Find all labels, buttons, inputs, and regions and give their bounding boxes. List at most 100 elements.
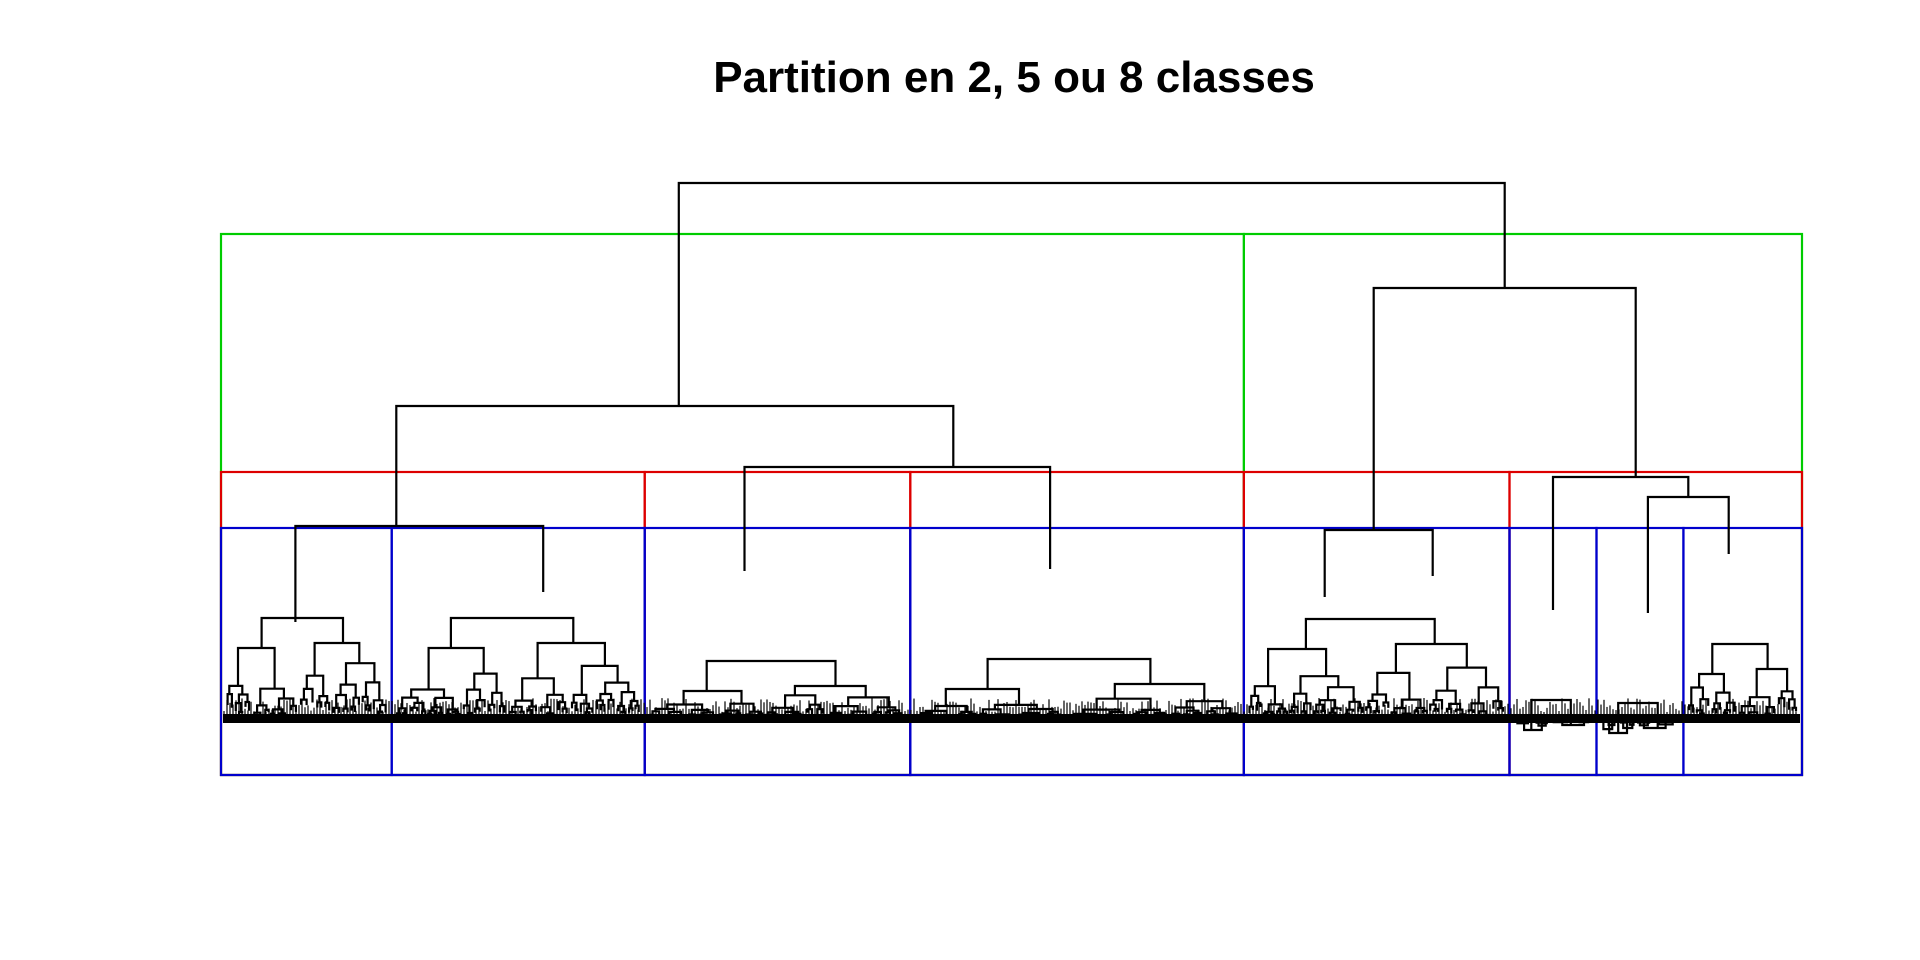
class-5-branch <box>1477 710 1488 715</box>
class-5-branch <box>1497 707 1504 712</box>
class-8-branch <box>1715 691 1731 704</box>
class-3-branch <box>666 703 704 710</box>
class-5-branch <box>1446 666 1488 691</box>
class-5-branch <box>1365 706 1372 714</box>
class-5-branch <box>1267 703 1284 712</box>
class-4-branch <box>1082 708 1121 714</box>
cluster-box-k8-1 <box>219 526 393 777</box>
class-5-branch <box>1435 689 1457 704</box>
class-2-branch <box>595 699 604 710</box>
cluster-box-k8-7 <box>1595 526 1685 777</box>
class-5-branch <box>1282 710 1288 716</box>
class-8-branch <box>1713 702 1721 710</box>
class-1-branch <box>344 662 376 685</box>
class-3-branch <box>668 710 682 716</box>
class-3-root <box>705 659 837 691</box>
class-1-branch <box>365 704 371 712</box>
class-8-branch <box>1698 672 1725 693</box>
class-1-branch <box>364 681 381 701</box>
cluster-box-k8-4 <box>909 526 1245 777</box>
class-4-root <box>986 657 1152 689</box>
class-2-branch <box>401 696 419 709</box>
class-5-branch <box>1326 686 1355 702</box>
class-2-branch <box>557 701 567 711</box>
class-2-branch <box>397 707 407 714</box>
class-5-branch <box>1371 693 1388 703</box>
merge-a1-a2 <box>395 404 955 526</box>
class-1-branch <box>236 646 276 689</box>
class-2-branch <box>604 681 630 694</box>
class-5-branch <box>1250 694 1260 707</box>
class-8-branch <box>1690 686 1704 706</box>
class-5-branch <box>1376 671 1411 700</box>
class-2-branch <box>620 691 636 706</box>
class-5-branch <box>1382 701 1390 708</box>
class-2-branch <box>536 641 606 679</box>
leaf-band <box>223 714 1800 723</box>
cluster-box-k5-1 <box>219 470 646 777</box>
class-8-branch <box>1699 698 1710 711</box>
class-4-branch <box>1113 682 1206 702</box>
class-5-branch <box>1367 699 1379 712</box>
class-5-root <box>1304 617 1436 649</box>
class-1-branch <box>302 687 314 703</box>
class-1-branch <box>352 696 360 707</box>
class-5-branch <box>1345 708 1355 714</box>
class-2-branch <box>413 701 425 712</box>
c5-split <box>1323 528 1434 597</box>
class-2-branch <box>465 688 482 706</box>
class-8-branch <box>1780 690 1794 700</box>
class-1-branch <box>226 693 233 708</box>
class-2-branch <box>410 688 446 698</box>
class-1-branch <box>305 674 325 697</box>
class-1-branch <box>361 695 369 706</box>
class-1-branch <box>228 684 244 695</box>
class-2-branch <box>570 701 578 712</box>
cluster-box-k5-4 <box>1242 470 1511 777</box>
class-8-root <box>1711 642 1769 674</box>
class-1-branch <box>316 701 323 708</box>
class-5-branch <box>1293 692 1308 707</box>
class-8-branch <box>1755 667 1789 698</box>
class-3-branch <box>816 708 824 715</box>
chart-title: Partition en 2, 5 ou 8 classes <box>713 53 1315 102</box>
class-8-branch <box>1748 696 1771 708</box>
class-1-branch <box>237 693 249 704</box>
cluster-box-k5-3 <box>909 470 1245 777</box>
class-8-branch <box>1766 706 1775 714</box>
class-1-branch <box>244 700 251 711</box>
class-3-branch <box>847 696 890 708</box>
class-2-branch <box>428 709 437 715</box>
class-2-branch <box>580 664 619 695</box>
class-5-branch <box>1253 685 1276 705</box>
class-1-branch <box>335 693 347 709</box>
class-2-branch <box>474 707 481 713</box>
root-merge <box>677 181 1506 406</box>
class-2-root <box>449 616 575 648</box>
cluster-box-k8-8 <box>1682 526 1804 777</box>
cluster-boxes <box>219 232 1804 777</box>
class-2-branch <box>410 706 419 712</box>
merge-c1-c2 <box>294 524 545 622</box>
class-2-branch <box>634 704 640 712</box>
cluster-box-k8-3 <box>643 526 912 777</box>
class-8-branch <box>1725 701 1736 712</box>
class-5-branch <box>1433 707 1440 712</box>
subtree-class-5 <box>1248 617 1504 717</box>
class-2-branch <box>546 693 564 708</box>
cluster-box-k8-5 <box>1242 526 1511 777</box>
class-1-branch <box>259 687 285 706</box>
class-8-branch <box>1711 708 1718 714</box>
class-2-branch <box>521 677 555 701</box>
class-1-branch <box>313 641 361 676</box>
merge-c3-c4 <box>743 465 1052 571</box>
dendrogram-tree <box>223 181 1800 735</box>
class-2-branch <box>599 692 613 701</box>
class-1-root <box>260 616 345 648</box>
class-2-branch <box>427 646 485 690</box>
class-2-branch <box>617 704 626 712</box>
class-3-branch <box>682 689 743 705</box>
class-5-branch <box>1357 706 1364 713</box>
merge-c7-c8 <box>1646 495 1730 613</box>
